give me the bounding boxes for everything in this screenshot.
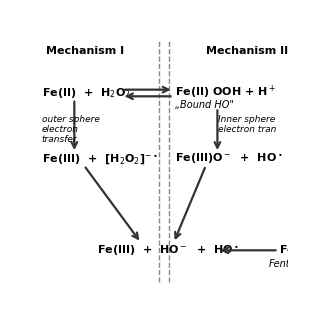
Text: outer sphere
electron
transfer: outer sphere electron transfer bbox=[42, 115, 100, 144]
Text: Fe(II)  +  H$_2$O$_2$: Fe(II) + H$_2$O$_2$ bbox=[42, 86, 131, 100]
Text: Fe(II) OOH + H$^+$: Fe(II) OOH + H$^+$ bbox=[175, 84, 277, 101]
Text: Fe: Fe bbox=[280, 245, 295, 255]
Text: Inner sphere
electron tran: Inner sphere electron tran bbox=[218, 115, 277, 134]
Text: Fe(III)  +  [H$_2$O$_2$]$^{-\bullet}$: Fe(III) + [H$_2$O$_2$]$^{-\bullet}$ bbox=[42, 152, 158, 166]
Text: „Bound HO": „Bound HO" bbox=[175, 100, 234, 110]
Text: Fe(III)  +  HO$^-$  +  HO$^\bullet$: Fe(III) + HO$^-$ + HO$^\bullet$ bbox=[97, 243, 239, 258]
Text: Mechanism I: Mechanism I bbox=[46, 46, 124, 56]
Text: Fe(III)O$^-$  +  HO$^\bullet$: Fe(III)O$^-$ + HO$^\bullet$ bbox=[175, 152, 283, 166]
Text: Mechanism II: Mechanism II bbox=[206, 46, 288, 56]
Text: Fenton: Fenton bbox=[269, 259, 303, 269]
